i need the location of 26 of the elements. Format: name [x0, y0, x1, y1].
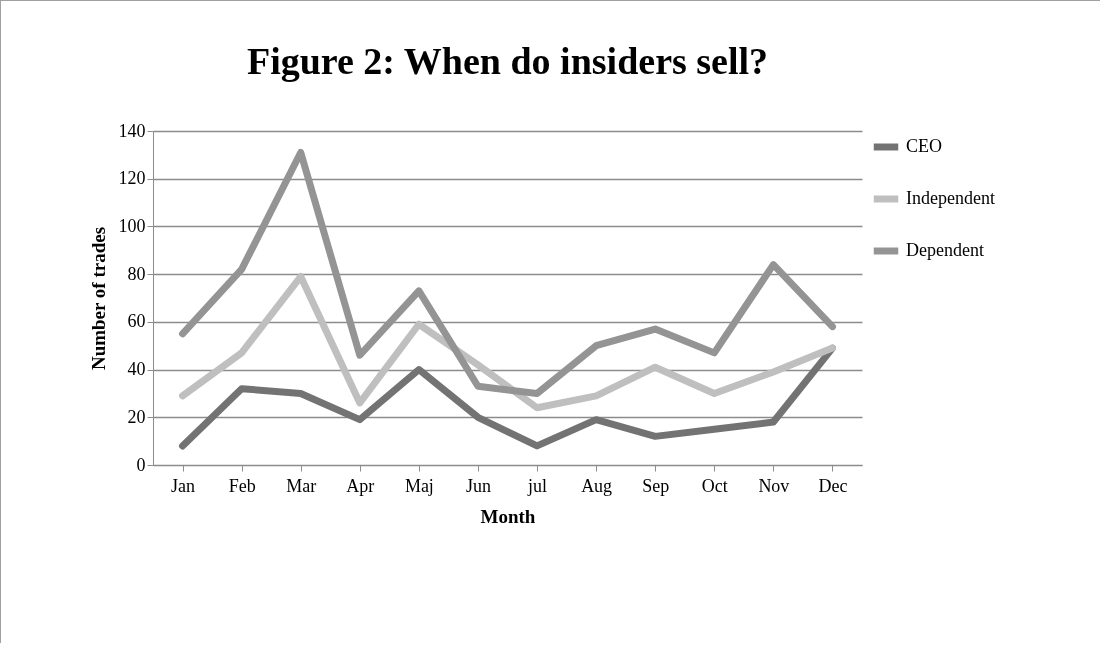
y-tick-label: 0 — [136, 454, 146, 475]
x-tick-label: Feb — [228, 475, 256, 496]
x-tick-label: Jun — [465, 475, 491, 496]
x-tick-label: jul — [527, 475, 548, 496]
chart-title: Figure 2: When do insiders sell? — [246, 40, 769, 82]
y-tick-label: 100 — [118, 215, 146, 236]
y-tick-label: 40 — [127, 359, 146, 380]
y-tick-label: 60 — [127, 311, 146, 332]
x-tick-label: Mar — [286, 475, 317, 496]
x-tick-label: Oct — [701, 475, 728, 496]
x-tick-label: Apr — [346, 475, 375, 496]
x-tick-label: Maj — [404, 475, 434, 496]
y-tick-label: 140 — [118, 120, 146, 141]
x-tick-label: Aug — [581, 475, 613, 496]
x-tick-label: Nov — [758, 475, 790, 496]
x-axis-title: Month — [480, 505, 536, 527]
legend-label: Independent — [906, 188, 995, 208]
y-tick-label: 20 — [127, 406, 146, 427]
x-tick-label: Jan — [171, 475, 196, 496]
x-tick-label: Dec — [818, 475, 848, 496]
y-tick-label: 80 — [127, 263, 146, 284]
y-tick-label: 120 — [118, 168, 146, 189]
x-tick-label: Sep — [642, 475, 670, 496]
y-axis-title: Number of trades — [87, 226, 109, 371]
legend-label: CEO — [906, 136, 942, 156]
legend-label: Dependent — [906, 240, 984, 260]
